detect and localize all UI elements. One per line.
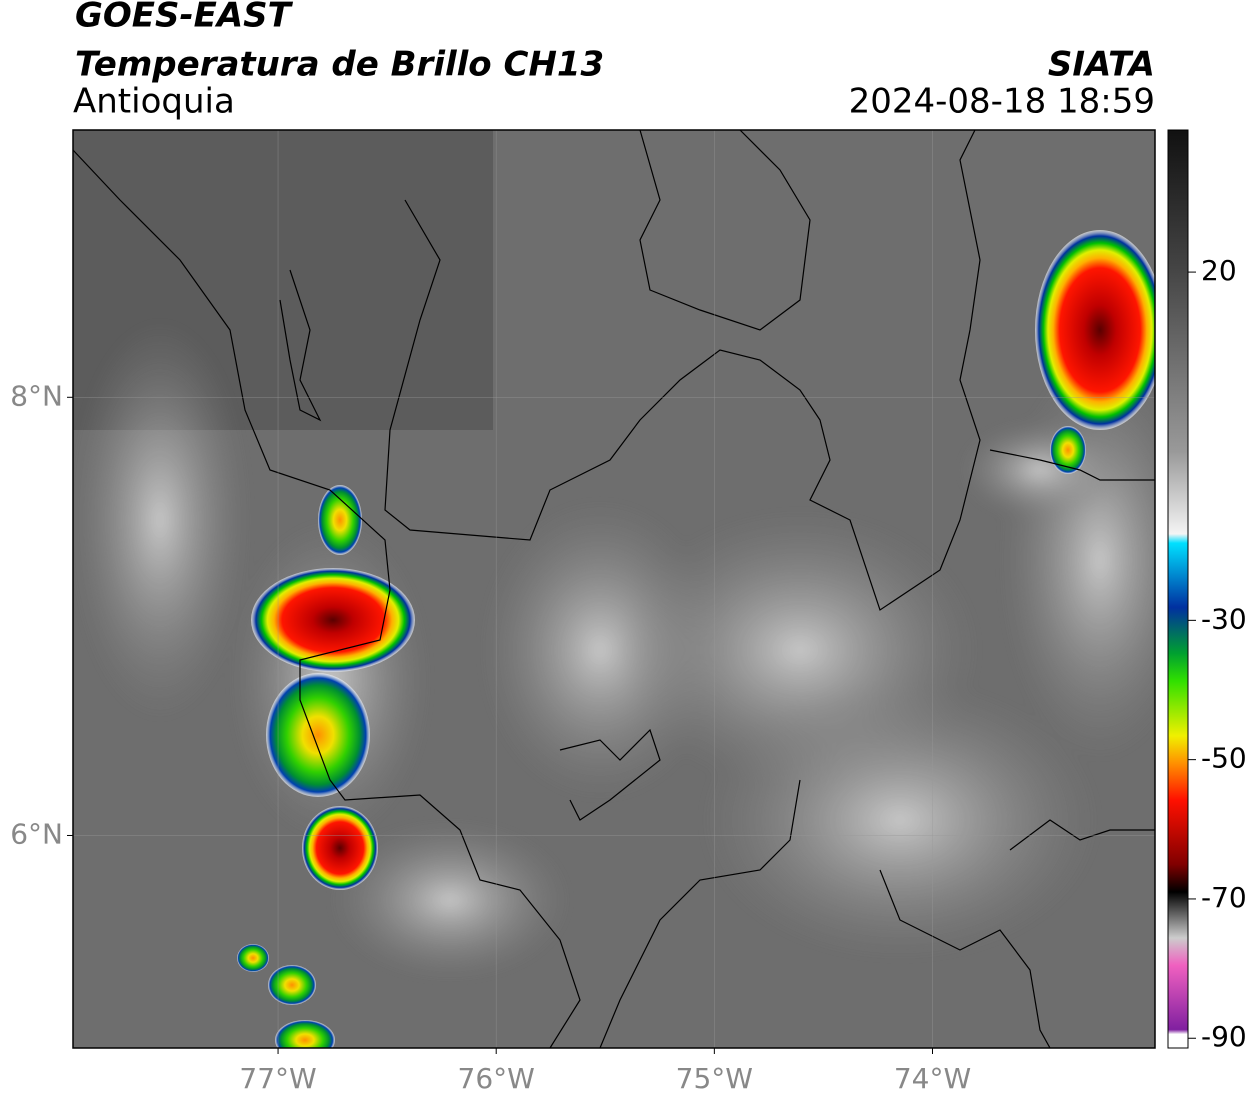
map-image (73, 130, 1155, 1048)
x-tick-label: 77°W (239, 1062, 316, 1095)
title: GOES-EAST (75, 0, 294, 36)
colorbar-tick-label: -90 (1201, 1020, 1247, 1053)
subtitle: Temperatura de Brillo CH13 (75, 45, 604, 85)
map-frame (72, 129, 1156, 1049)
y-tick-label: 6°N (10, 817, 63, 850)
colorbar (1167, 129, 1189, 1049)
x-tick-label: 74°W (894, 1062, 971, 1095)
source: SIATA (1048, 45, 1155, 85)
x-tick-label: 75°W (676, 1062, 753, 1095)
colorbar-tick-label: -30 (1201, 602, 1247, 635)
datetime: 2024-08-18 18:59 (849, 82, 1155, 122)
y-tick-label: 8°N (10, 379, 63, 412)
x-tick-label: 76°W (458, 1062, 535, 1095)
colorbar-tick-label: -50 (1201, 742, 1247, 775)
colorbar-tick-label: 20 (1201, 254, 1237, 287)
colorbar-tick-label: -70 (1201, 881, 1247, 914)
region: Antioquia (73, 82, 235, 122)
